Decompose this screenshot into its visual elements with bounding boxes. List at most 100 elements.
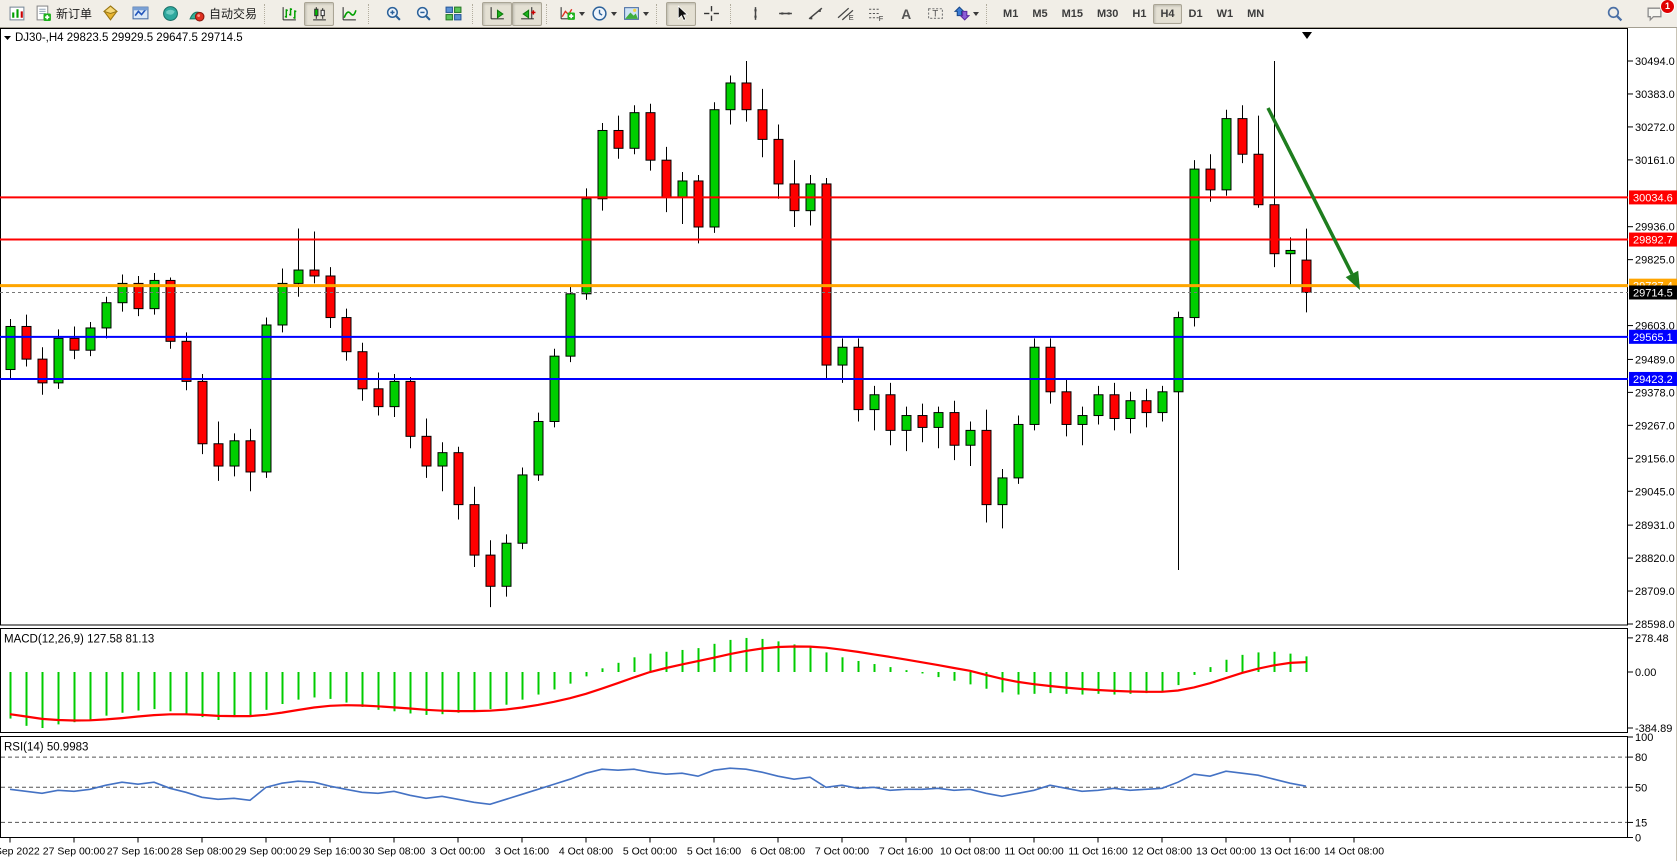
svg-text:29714.5: 29714.5 — [1633, 287, 1673, 299]
price-axis[interactable]: 30494.0 30383.0 30272.0 30161.0 29936.0 29825… — [1628, 56, 1677, 845]
text-button[interactable]: A — [890, 2, 920, 26]
price-line-badge: 29423.2 — [1629, 371, 1677, 386]
templates-button[interactable] — [620, 2, 652, 26]
toolbar-separator — [656, 3, 663, 24]
svg-text:7 Oct 00:00: 7 Oct 00:00 — [815, 846, 869, 858]
svg-text:12 Oct 08:00: 12 Oct 08:00 — [1132, 846, 1192, 858]
text-label-button[interactable]: T — [920, 2, 950, 26]
toolbar-separator — [368, 3, 375, 24]
svg-text:27 Sep 16:00: 27 Sep 16:00 — [107, 846, 170, 858]
svg-text:80: 80 — [1635, 752, 1647, 764]
svg-text:28598.0: 28598.0 — [1635, 619, 1675, 631]
notification-badge: 1 — [1660, 0, 1675, 14]
auto-scroll-button[interactable] — [482, 1, 513, 26]
timeframe-m5-button[interactable]: M5 — [1032, 7, 1048, 20]
chart-shift-button[interactable] — [512, 1, 543, 26]
price-chart-svg: 30494.0 30383.0 30272.0 30161.0 29936.0 29825… — [0, 28, 1677, 861]
svg-text:3 Oct 16:00: 3 Oct 16:00 — [495, 846, 549, 858]
candles-group — [5, 61, 1312, 608]
new-chart-button[interactable] — [125, 2, 155, 26]
price-line-badge: 29565.1 — [1629, 329, 1677, 344]
equidistant-channel-button[interactable]: E — [830, 2, 860, 26]
chart-window-icon — [132, 6, 148, 20]
community-sphere-button[interactable] — [155, 2, 185, 26]
chart-shift-marker-icon[interactable] — [1302, 32, 1312, 39]
svg-text:0.00: 0.00 — [1635, 667, 1656, 679]
new-order-label: 新订单 — [56, 7, 93, 21]
svg-text:7 Oct 16:00: 7 Oct 16:00 — [879, 846, 933, 858]
svg-text:29 Sep 16:00: 29 Sep 16:00 — [299, 846, 362, 858]
toolbar-separator — [264, 3, 271, 24]
bar-chart-mode-button[interactable] — [274, 2, 304, 26]
line-chart-mode-button[interactable] — [334, 2, 364, 26]
horizontal-lines-group[interactable] — [0, 196, 1628, 380]
svg-text:29892.7: 29892.7 — [1633, 235, 1673, 247]
indicators-button[interactable] — [556, 2, 588, 26]
cursor-icon — [677, 5, 688, 21]
shift-icon — [520, 7, 535, 20]
svg-text:-384.89: -384.89 — [1635, 723, 1672, 735]
trendline-button[interactable] — [800, 2, 830, 26]
chart-window[interactable]: 30494.0 30383.0 30272.0 30161.0 29936.0 29825… — [0, 28, 1677, 861]
svg-text:A: A — [901, 6, 911, 22]
arrow-annotation[interactable] — [1266, 107, 1360, 290]
cursor-button[interactable] — [666, 1, 697, 26]
svg-text:29603.0: 29603.0 — [1635, 321, 1675, 333]
chart-file-button[interactable] — [2, 2, 32, 26]
vline-icon — [753, 7, 757, 20]
timeframe-m30-button[interactable]: M30 — [1097, 7, 1119, 20]
indicators-icon — [560, 7, 575, 20]
macd-signal-line — [9, 645, 1307, 722]
svg-text:5 Oct 00:00: 5 Oct 00:00 — [623, 846, 677, 858]
zoom-out-button[interactable] — [408, 2, 438, 26]
svg-text:30494.0: 30494.0 — [1635, 56, 1675, 68]
chart-labels: DJ30-,H4 29823.5 29929.5 29647.5 29714.5… — [4, 32, 243, 754]
crosshair-button[interactable] — [696, 2, 726, 26]
fibonacci-button[interactable]: F — [860, 2, 890, 26]
candles-icon — [312, 7, 326, 21]
svg-text:F: F — [878, 14, 883, 22]
svg-text:28 Sep 08:00: 28 Sep 08:00 — [171, 846, 234, 858]
svg-text:29936.0: 29936.0 — [1635, 222, 1675, 234]
timeframe-d1-button[interactable]: D1 — [1188, 7, 1203, 20]
periods-button[interactable] — [588, 2, 620, 26]
funnel-button[interactable] — [95, 2, 125, 26]
zoom-in-button[interactable] — [378, 2, 408, 26]
candle-chart-mode-button[interactable] — [304, 1, 335, 26]
text-a-icon: A — [901, 6, 911, 22]
search-button[interactable] — [1599, 2, 1629, 26]
arrow-objects-button[interactable] — [950, 2, 982, 26]
timeframe-h1-button[interactable]: H1 — [1132, 7, 1147, 20]
notifications-button[interactable]: 1 — [1639, 0, 1675, 26]
templates-dropdown-arrow-icon[interactable] — [643, 11, 650, 16]
auto-trading-button[interactable]: 自动交易 — [185, 2, 260, 26]
clock-icon — [592, 6, 607, 21]
indicators-dropdown-arrow-icon[interactable] — [579, 11, 586, 16]
search-icon — [1607, 6, 1622, 22]
channel-icon: E — [837, 7, 853, 22]
zoom-out-icon — [416, 6, 431, 21]
svg-text:29267.0: 29267.0 — [1635, 420, 1675, 432]
horizontal-line-button[interactable] — [770, 2, 800, 26]
svg-text:14 Oct 08:00: 14 Oct 08:00 — [1324, 846, 1384, 858]
vertical-line-button[interactable] — [740, 2, 770, 26]
timeframe-m1-button[interactable]: M1 — [1003, 7, 1019, 20]
timeframe-m15-button[interactable]: M15 — [1061, 7, 1083, 20]
new-order-button[interactable]: 新订单 — [32, 2, 95, 26]
timeframe-h4-button[interactable]: H4 — [1153, 3, 1182, 24]
tile-windows-button[interactable] — [438, 2, 468, 26]
svg-text:6 Oct 08:00: 6 Oct 08:00 — [751, 846, 805, 858]
svg-text:5 Oct 16:00: 5 Oct 16:00 — [687, 846, 741, 858]
svg-text:30161.0: 30161.0 — [1635, 155, 1675, 167]
toolbar-separator — [730, 3, 737, 24]
periods-dropdown-arrow-icon[interactable] — [611, 11, 618, 16]
svg-text:10 Oct 08:00: 10 Oct 08:00 — [940, 846, 1000, 858]
template-icon — [624, 7, 639, 20]
timeframe-w1-button[interactable]: W1 — [1216, 7, 1234, 20]
fibo-icon: F — [868, 8, 883, 22]
toolbar-separator — [986, 3, 993, 24]
arrow-objects-dropdown-arrow-icon[interactable] — [973, 11, 980, 16]
timeframe-mn-button[interactable]: MN — [1247, 7, 1265, 20]
svg-text:30383.0: 30383.0 — [1635, 89, 1675, 101]
